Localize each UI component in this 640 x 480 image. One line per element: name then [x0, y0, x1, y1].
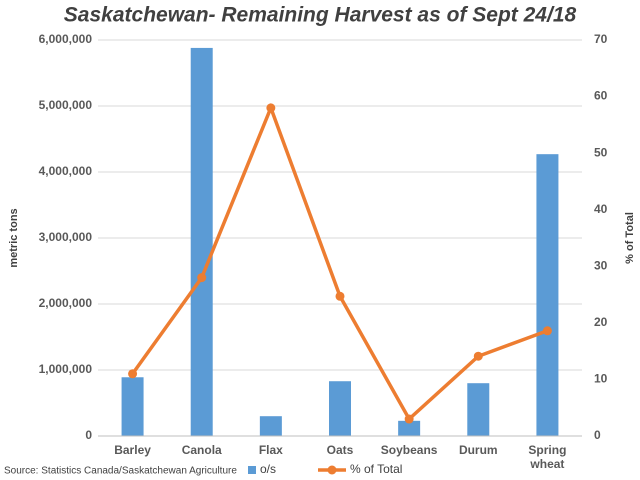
- y2-tick-label: 10: [594, 372, 608, 386]
- y-tick-label: 4,000,000: [39, 164, 93, 178]
- x-tick-label: Barley: [114, 443, 151, 457]
- source: Source: Statistics Canada/Saskatchewan A…: [4, 466, 237, 477]
- legend-label: o/s: [260, 462, 276, 476]
- y2-tick-label: 40: [594, 202, 608, 216]
- chart-title: Saskatchewan- Remaining Harvest as of Se…: [64, 4, 577, 27]
- bar: [190, 47, 213, 437]
- x-tick-label: Spring wheat: [528, 443, 566, 471]
- y-tick-label: 2,000,000: [39, 296, 93, 310]
- y2-tick-label: 60: [594, 89, 608, 103]
- line-marker: [404, 414, 414, 424]
- line-marker: [473, 351, 483, 361]
- bar: [121, 377, 144, 436]
- line-marker: [335, 291, 345, 301]
- bar: [329, 381, 351, 436]
- y2-tick-label: 0: [594, 428, 601, 442]
- legend-swatch: [327, 465, 337, 475]
- x-tick-label: Flax: [259, 443, 283, 457]
- x-tick-label: Canola: [182, 443, 222, 457]
- legend-label: % of Total: [350, 462, 402, 476]
- bar: [467, 383, 490, 436]
- y2-tick-label: 50: [594, 145, 608, 159]
- y2-tick-label: 70: [594, 32, 608, 46]
- line-marker: [197, 273, 207, 283]
- y2-tick-label: 20: [594, 315, 608, 329]
- x-tick-label: Soybeans: [381, 443, 438, 457]
- bar: [398, 420, 421, 436]
- x-tick-label: Oats: [327, 443, 354, 457]
- y-tick-label: 1,000,000: [39, 362, 93, 376]
- line-marker: [542, 326, 552, 336]
- line-marker: [128, 369, 138, 379]
- bar: [259, 416, 282, 436]
- y-tick-label: 6,000,000: [39, 32, 93, 46]
- line-marker: [266, 103, 276, 113]
- legend-swatch: [248, 466, 256, 474]
- bar: [536, 154, 559, 436]
- y-tick-label: 0: [85, 428, 92, 442]
- y-tick-label: 5,000,000: [39, 98, 93, 112]
- x-tick-label: Durum: [459, 443, 498, 457]
- y2-axis-label: % of Total: [624, 212, 636, 264]
- y-tick-label: 3,000,000: [39, 230, 93, 244]
- y-axis-label: metric tons: [8, 208, 20, 267]
- y2-tick-label: 30: [594, 258, 608, 272]
